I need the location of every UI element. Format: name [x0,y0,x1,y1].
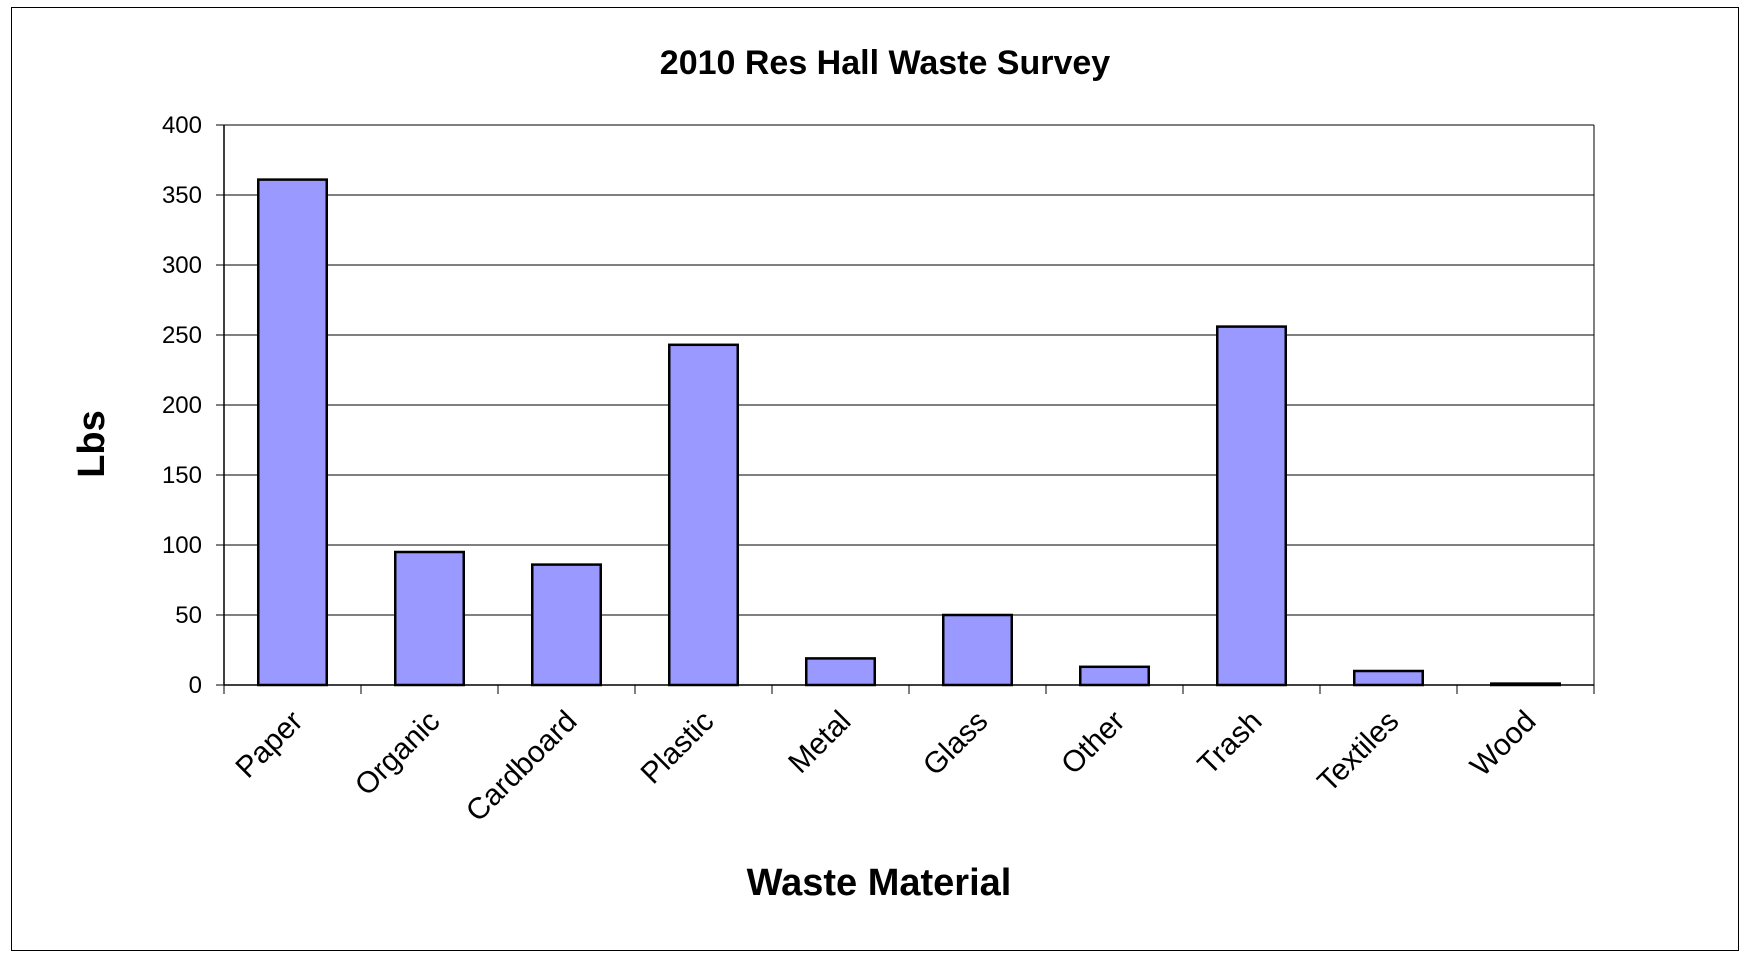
y-tick-label: 400 [162,112,202,139]
x-tick-label: Paper [230,705,310,785]
y-tick-label: 50 [175,602,202,629]
y-tick-labels: 0 50 100 150 200 250 300 350 400 [162,112,202,699]
y-tick-label: 0 [189,672,202,699]
bar-trash [1216,325,1287,687]
x-tick-label: Trash [1192,705,1269,782]
x-tick-label: Other [1055,705,1131,781]
y-axis-title: Lbs [71,410,113,478]
x-tick-label: Textiles [1311,705,1405,799]
x-tick-label: Cardboard [460,705,584,829]
y-tick-label: 150 [162,462,202,489]
y-tick-label: 250 [162,322,202,349]
bar-paper [257,178,328,687]
x-tick-labels: Paper Organic Cardboard Plastic Metal Glass Ot… [230,705,1543,829]
bar-other [1079,665,1150,687]
chart-title: 2010 Res Hall Waste Survey [660,44,1111,82]
x-tick-label: Glass [917,705,995,783]
y-tick-label: 200 [162,392,202,419]
x-tick-label: Metal [782,705,857,780]
bar-metal [805,657,876,687]
x-tick-label: Wood [1464,705,1542,783]
bar-textiles [1353,669,1424,687]
bar-cardboard [531,563,602,687]
bar-plastic [668,343,739,687]
gridlines [224,124,1594,616]
y-tick-label: 300 [162,252,202,279]
x-axis-title: Waste Material [747,862,1012,904]
bar-organic [394,550,465,687]
y-tick-label: 100 [162,532,202,559]
y-tick-label: 350 [162,182,202,209]
x-tick-label: Organic [349,705,447,803]
x-tick-label: Plastic [635,705,721,791]
axes [216,124,1595,694]
bars [257,178,1561,687]
bar-glass [942,613,1013,687]
